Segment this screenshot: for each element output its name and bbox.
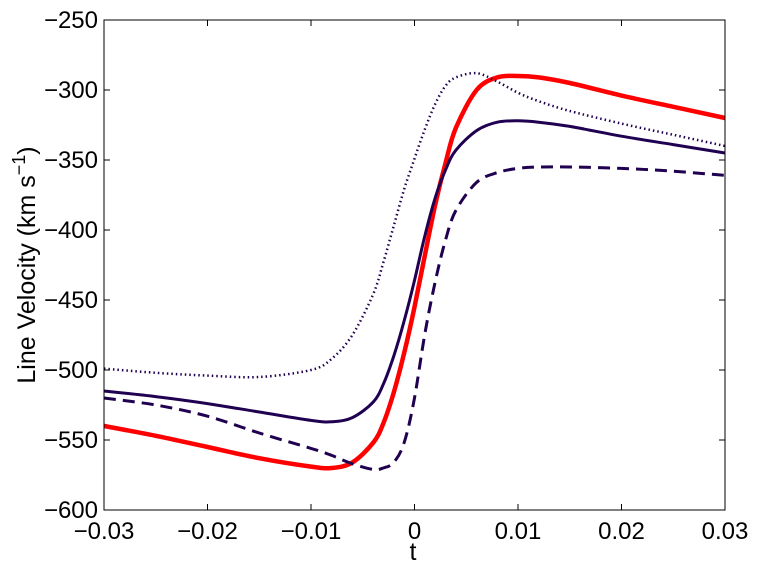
y-tick-label: −400 [44, 217, 98, 244]
x-axis-label: t [410, 538, 417, 566]
y-axis-label-main: Line Velocity (km s [13, 175, 41, 383]
series-line-2-solid [103, 119, 726, 424]
x-tick-label: 0.03 [702, 518, 749, 545]
series-layer [103, 71, 726, 472]
series-line-3-dashed [103, 165, 726, 472]
y-axis-label: Line Velocity (km s−1) [9, 146, 41, 383]
y-tick-label: −500 [44, 357, 98, 384]
series-line-4-dotted [103, 71, 726, 379]
x-tick-label: 0.01 [495, 518, 542, 545]
y-tick-label: −300 [44, 77, 98, 104]
y-tick-label: −250 [44, 7, 98, 34]
x-tick-label: −0.03 [74, 518, 135, 545]
series-line-1-solid [103, 73, 726, 471]
y-axis-label-superscript: −1 [9, 155, 29, 176]
y-axis-label-close: ) [13, 146, 41, 154]
plot-frame [103, 19, 726, 511]
x-tick-label: −0.02 [177, 518, 238, 545]
x-tick-label: 0.02 [598, 518, 645, 545]
ticks-layer: −0.03 −0.02 −0.01 0 0.01 0.02 0.03 −600 −550 −500… [44, 7, 748, 545]
axes-layer [103, 19, 726, 511]
x-tick-label: 0 [408, 518, 421, 545]
y-tick-label: −350 [44, 147, 98, 174]
y-tick-label: −450 [44, 287, 98, 314]
y-tick-label: −550 [44, 427, 98, 454]
x-tick-label: −0.01 [281, 518, 342, 545]
y-tick-label: −600 [44, 497, 98, 524]
